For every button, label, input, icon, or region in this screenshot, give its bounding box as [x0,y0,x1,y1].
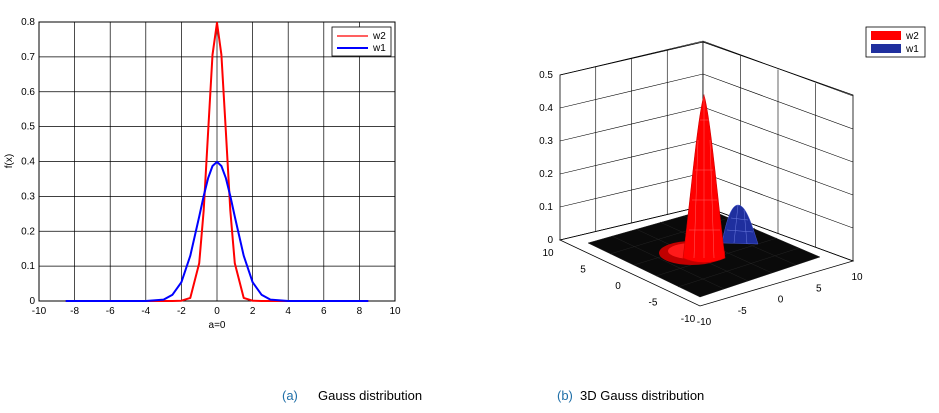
z-tick-label: 0.2 [539,169,553,180]
series-lines [65,21,369,302]
y-tick-label: 0.4 [21,157,35,168]
gauss-chart: -10 -8 -6 -4 -2 0 2 4 6 8 10 0 0.1 0.2 0.3 0.4 0.5 0.6 0.… [4,17,401,331]
y-tick-label: 0.1 [21,261,35,272]
x-tick-label: 0 [778,295,784,306]
surface-w1 [721,204,759,245]
z-tick-label: 0.5 [539,70,553,81]
legend-box [331,26,392,57]
z-tick-label: 0.3 [539,136,553,147]
legend-swatch-w2 [871,31,901,40]
mesh-line [677,247,800,288]
x-tick-label: -4 [141,306,150,317]
w2-mesh [689,95,720,259]
grid [38,21,396,302]
y-tick-label: 0.3 [21,191,35,202]
w1-bump [721,204,759,245]
surface-w2 [682,93,726,263]
x-tick-label: 2 [250,306,256,317]
legend-label-w1: w1 [372,43,386,54]
legend: w2 w1 [865,26,926,58]
x-tick-label: -6 [106,306,115,317]
x-tick-labels: -10 -5 0 5 10 [697,272,863,328]
y-tick-label: 0.5 [21,122,35,133]
x-tick-labels: -10 -8 -6 -4 -2 0 2 4 6 8 10 [32,306,401,317]
x-tick-label: 5 [816,283,822,294]
z-tick-labels: 0 0.1 0.2 0.3 0.4 0.5 [539,70,553,246]
x-tick-label: 4 [285,306,291,317]
y-tick-label: 0.2 [21,226,35,237]
y-tick-label: 0.8 [21,17,35,28]
legend-label-w1: w1 [905,44,919,55]
x-tick-label: -2 [177,306,186,317]
x-tick-label: 8 [357,306,363,317]
caption-a-tag: (a) [282,388,298,403]
legend-swatch-w1 [871,44,901,53]
y-tick-labels: 10 5 0 -5 -10 [542,248,695,325]
y-tick-label: 5 [580,265,586,276]
x-tick-label: 10 [851,272,863,283]
y-tick-label: -10 [681,314,696,325]
x-tick-label: 0 [214,306,220,317]
legend-label-w2: w2 [372,31,386,42]
legend-label-w2: w2 [905,31,919,42]
series-line-w1 [65,160,369,302]
x-tick-label: -5 [738,306,747,317]
z-grid-line-right [702,40,854,97]
caption-b-tag: (b) [557,388,573,403]
z-tick-label: 0 [547,235,553,246]
z-tick-label: 0.1 [539,202,553,213]
caption-a-text: Gauss distribution [318,388,422,403]
w1-mesh [726,204,754,245]
gauss-3d-chart: 0 0.1 0.2 0.3 0.4 0.5 10 5 0 -5 -10 -10 -5 0 5 10 w2 … [539,26,926,328]
legend: w2 w1 [331,26,392,57]
x-tick-label: 10 [389,306,401,317]
y-tick-labels: 0 0.1 0.2 0.3 0.4 0.5 0.6 0.7 0.8 [21,17,35,307]
y-tick-label: 0.7 [21,52,35,63]
x-tick-label: -10 [697,317,712,328]
x-tick-label: 6 [321,306,327,317]
x-tick-label: -10 [32,306,47,317]
series-line-w2 [65,21,369,302]
y-axis-label: f(x) [4,154,15,168]
y-tick-label: -5 [649,298,658,309]
y-tick-label: 0.6 [21,87,35,98]
y-tick-label: 0 [29,296,35,307]
z-tick-label: 0.4 [539,103,553,114]
mesh-line [611,235,725,290]
x-axis-label: a=0 [209,320,226,331]
grid [559,40,854,262]
caption-b-text: 3D Gauss distribution [580,388,704,403]
y-tick-label: 0 [615,281,621,292]
y-tick-label: 10 [542,248,554,259]
x-tick-label: -8 [70,306,79,317]
